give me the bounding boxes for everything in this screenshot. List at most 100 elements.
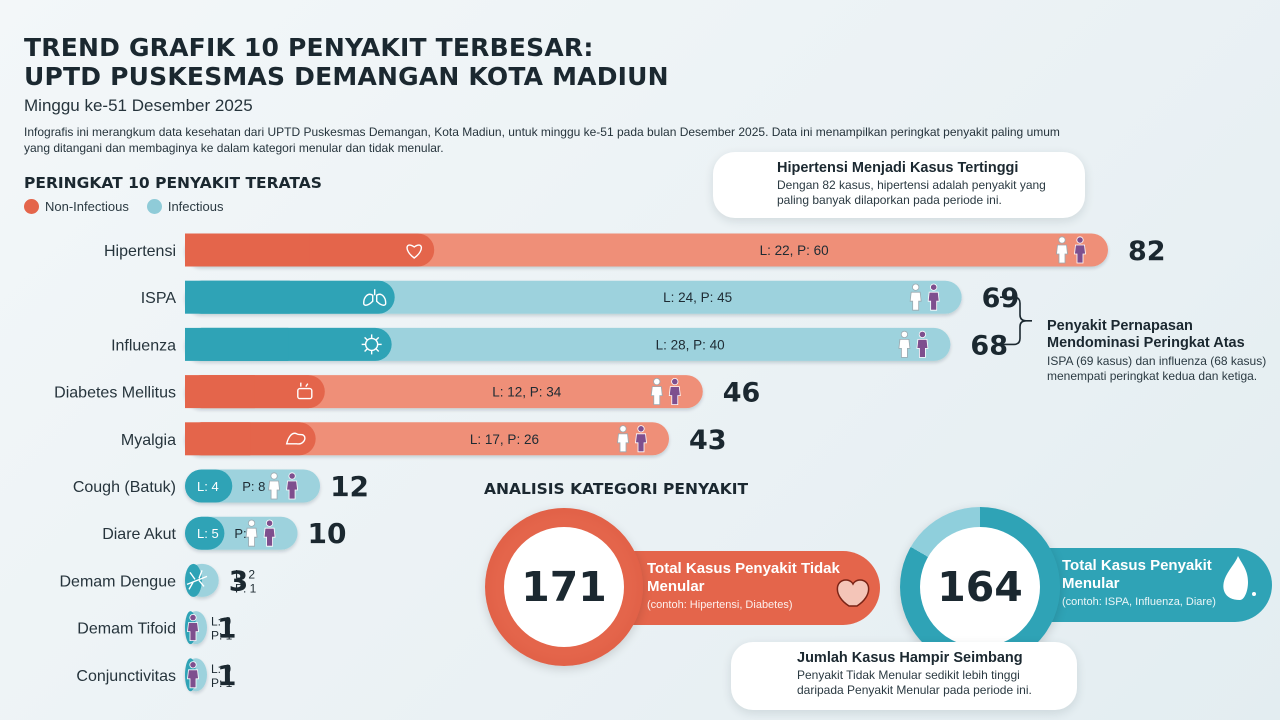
male-icon	[650, 377, 663, 405]
mosquito-icon	[186, 570, 208, 590]
bar-segment	[185, 563, 202, 597]
female-icon-head	[288, 472, 296, 480]
infectious-example: (contoh: ISPA, Influenza, Diare)	[1062, 596, 1216, 608]
female-icon	[927, 283, 940, 311]
female-icon-head	[930, 283, 938, 291]
virus-icon-spike	[364, 336, 368, 341]
bar-segment	[185, 469, 233, 503]
female-icon-body	[668, 386, 681, 405]
female-icon	[263, 519, 276, 547]
female-icon-head	[637, 425, 645, 433]
bar-row-5: Myalgia L: 17, P: 26 43	[121, 422, 727, 456]
female-icon	[187, 613, 199, 641]
virus-icon-spike	[364, 348, 368, 352]
heart-icon-shape	[406, 244, 423, 259]
bar-label: Myalgia	[121, 432, 176, 449]
bar-label: Diabetes Mellitus	[54, 385, 176, 402]
female-icon-body	[263, 527, 276, 547]
legend-label-non-infectious: Non-Infectious	[45, 199, 129, 214]
legend-swatch-infectious	[146, 199, 162, 214]
male-icon-body	[245, 527, 258, 547]
bar	[185, 327, 951, 361]
bar-row-3: Influenza L: 28, P: 40 68	[111, 327, 1008, 361]
bar-segment	[185, 375, 325, 409]
bar-split-label: L: 22, P: 60	[760, 243, 829, 258]
bar-split-male: L: 5	[197, 526, 219, 541]
male-icon-body	[898, 339, 911, 358]
bar-label: Demam Dengue	[60, 573, 177, 590]
male-icon-body	[268, 480, 281, 500]
bar-row-9: Demam Tifoid L: 0P: 11	[77, 611, 236, 645]
bar-row-1: Hipertensi L: 22, P: 60 82	[104, 233, 1166, 267]
chart-legend: Non-Infectious Infectious	[24, 199, 223, 214]
female-icon-body	[187, 622, 199, 641]
female-icon	[635, 425, 647, 453]
bar-segment	[185, 327, 392, 361]
female-icon-head	[1076, 236, 1084, 244]
ranking-title: PERINGKAT 10 PENYAKIT TERATAS	[24, 174, 322, 192]
callout-respiratory-text: ISPA (69 kasus) dan influenza (68 kasus)…	[1047, 354, 1267, 383]
callout-balance: Jumlah Kasus Hampir Seimbang Penyakit Ti…	[731, 642, 1077, 710]
bar-value: 1	[217, 659, 236, 692]
legend-item-infectious: Infectious	[146, 199, 224, 214]
bar-label: Conjunctivitas	[76, 668, 176, 685]
bar-segment	[185, 658, 196, 692]
bar-value: 68	[970, 330, 1008, 361]
male-icon-head	[653, 377, 661, 386]
male-icon-body	[650, 386, 663, 405]
callout-balance-text: Penyakit Tidak Menular sedikit lebih tin…	[797, 668, 1032, 697]
bar-split-female: P: 8	[242, 479, 265, 494]
title-line-1: TREND GRAFIK 10 PENYAKIT TERBESAR:	[24, 33, 594, 62]
heart-icon	[406, 244, 423, 259]
bar-label: Influenza	[111, 337, 176, 354]
male-icon	[898, 330, 911, 358]
legend-item-non-infectious: Non-Infectious	[24, 199, 129, 214]
page-title: TREND GRAFIK 10 PENYAKIT TERBESAR: UPTD …	[24, 33, 669, 91]
bar	[185, 280, 962, 314]
bar-split-female: P: 5	[234, 526, 257, 541]
bar-split-label: L: 24, P: 45	[663, 290, 732, 305]
intro-text: Infografis ini merangkum data kesehatan …	[24, 125, 1060, 155]
bar-value: 82	[1128, 236, 1166, 267]
virus-icon	[361, 334, 382, 355]
bar-segment-square	[185, 375, 255, 409]
bar-split-male: L: 2	[235, 567, 255, 581]
male-icon-head	[619, 425, 627, 433]
bar-segment	[185, 422, 316, 456]
infectious-ring: 164	[900, 507, 1060, 667]
bar	[185, 658, 207, 692]
male-icon	[268, 472, 281, 500]
female-icon-body	[286, 480, 299, 500]
glucose-meter-icon	[297, 382, 313, 400]
bar	[185, 516, 298, 550]
virus-icon-spike	[375, 348, 380, 352]
infectious-total-value: 164	[920, 527, 1040, 647]
bar-row-6: Cough (Batuk) L: 4 P: 8 12	[73, 469, 369, 503]
bar-split-label: L: 17, P: 26	[470, 432, 539, 447]
male-icon	[909, 283, 922, 311]
mosquito-icon-shape	[186, 570, 208, 590]
bar-split-label: L: 12, P: 34	[492, 385, 562, 400]
bar-label: Hipertensi	[104, 243, 176, 260]
bar-split-female: P: 1	[211, 676, 233, 690]
female-icon	[916, 330, 929, 358]
male-icon-body	[909, 291, 922, 311]
page-subtitle: Minggu ke-51 Desember 2025	[24, 96, 253, 115]
bar-row-10: Conjunctivitas L: 0P: 11	[76, 658, 236, 692]
bar	[185, 611, 207, 645]
legend-swatch-non-infectious	[24, 199, 39, 214]
bar-value: 43	[689, 425, 727, 456]
bar-value: 1	[217, 612, 236, 645]
bar-segment	[185, 280, 395, 314]
muscle-icon	[285, 432, 306, 445]
bar-value: 46	[723, 378, 761, 409]
female-icon	[286, 472, 299, 500]
female-icon-body	[635, 433, 647, 453]
muscle-icon-shape	[285, 432, 306, 445]
legend-label-infectious: Infectious	[167, 199, 224, 214]
male-icon-head	[247, 519, 256, 527]
female-icon-head	[189, 613, 197, 622]
respiratory-bracket	[1000, 296, 1032, 346]
lungs-icon-shape	[363, 289, 387, 306]
callout-respiratory: Penyakit Pernapasan Mendominasi Peringka…	[1047, 318, 1275, 384]
